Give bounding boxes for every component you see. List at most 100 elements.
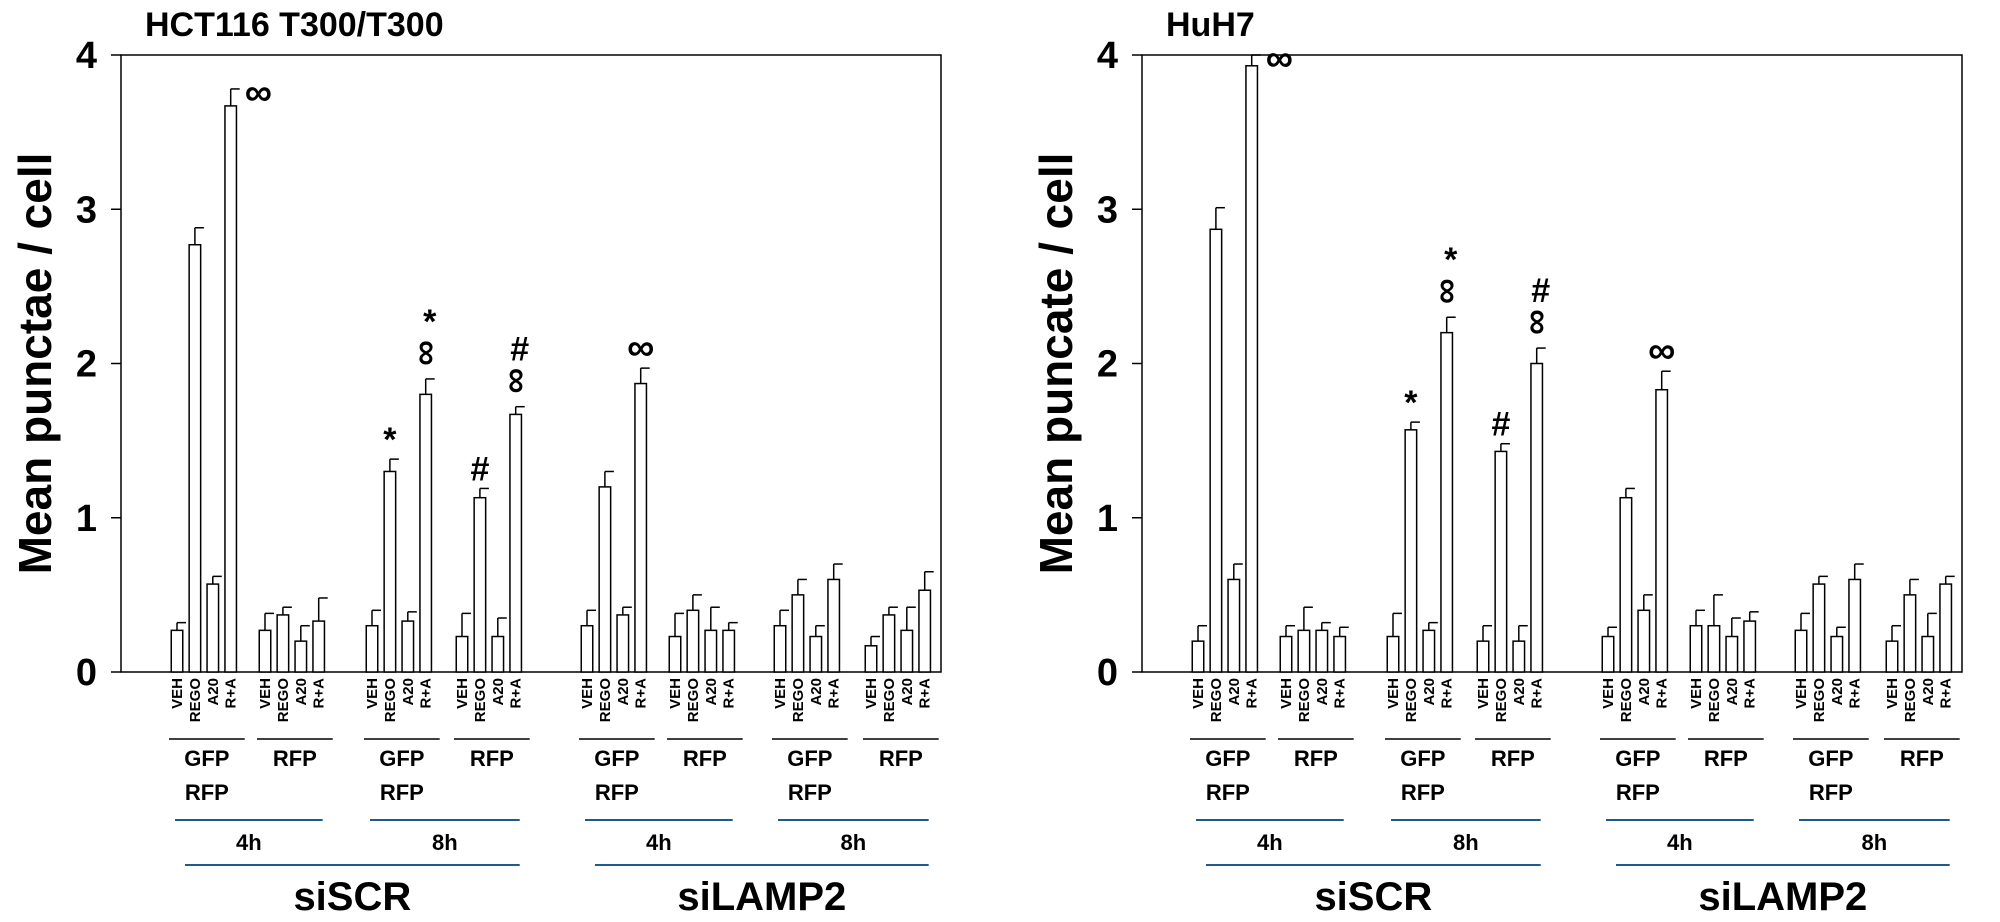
bar	[1655, 388, 1669, 673]
x-tick-label: R+A	[418, 678, 435, 709]
error-bar	[779, 609, 789, 626]
bar	[419, 393, 433, 673]
x-tick-label: A20	[615, 678, 632, 706]
x-tick-label: R+A	[1742, 678, 1759, 709]
x-tick-label: R+A	[826, 678, 843, 709]
x-tick-label: VEH	[1475, 678, 1492, 709]
x-tick-label: REGO	[472, 678, 489, 723]
bar	[616, 614, 630, 673]
treatment-label: GFP	[184, 746, 229, 771]
error-bar	[1197, 624, 1207, 642]
x-tick-label: REGO	[1403, 678, 1420, 723]
x-tick-label: VEH	[579, 678, 596, 709]
bar	[704, 629, 718, 673]
error-bar	[176, 621, 186, 631]
error-bar	[1818, 575, 1828, 585]
x-tick-label: REGO	[881, 678, 898, 723]
bar	[1830, 635, 1844, 673]
x-tick-label: R+A	[508, 678, 525, 709]
error-bar	[1392, 612, 1402, 637]
plot-frame	[120, 54, 942, 673]
treatment-label: GFP	[787, 746, 832, 771]
bar	[509, 413, 523, 673]
y-tick-label: 4	[1097, 35, 1118, 77]
error-bar	[815, 624, 825, 637]
error-bar	[674, 612, 684, 637]
treatment-label: RFP	[1616, 780, 1660, 805]
error-bar	[906, 606, 916, 631]
bar	[1209, 228, 1223, 673]
error-bar	[1500, 442, 1510, 452]
x-tick-label: R+A	[633, 678, 650, 709]
bar	[773, 624, 787, 673]
x-tick-label: A20	[400, 678, 417, 706]
bar	[1921, 635, 1935, 673]
condition-label: siSCR	[293, 875, 411, 919]
x-tick-label: REGO	[187, 678, 204, 723]
x-tick-label: R+A	[223, 678, 240, 709]
annotation: ∞	[408, 340, 449, 366]
bar	[294, 640, 308, 673]
treatment-label: RFP	[1401, 780, 1445, 805]
error-bar	[317, 597, 328, 622]
x-tick-label: REGO	[685, 678, 702, 723]
error-bar	[1445, 316, 1456, 333]
bar	[491, 635, 505, 673]
x-tick-label: A20	[808, 678, 825, 706]
x-tick-label: A20	[1724, 678, 1741, 706]
bar	[722, 629, 736, 673]
y-tick-label: 0	[76, 652, 97, 694]
bar	[1422, 629, 1436, 673]
chart-title: HuH7	[1166, 6, 1255, 44]
time-label: 4h	[646, 830, 672, 855]
treatment-label: RFP	[879, 746, 923, 771]
annotation: *	[423, 303, 437, 341]
error-bar	[1891, 624, 1901, 642]
y-axis-label: Mean puncate / cell	[1030, 153, 1082, 575]
error-bar	[1607, 626, 1617, 637]
x-tick-label: A20	[1920, 678, 1937, 706]
bar	[1637, 609, 1651, 673]
error-bar	[282, 606, 292, 615]
x-tick-label: VEH	[169, 678, 186, 709]
x-tick-label: A20	[1511, 678, 1528, 706]
x-tick-label: A20	[1829, 678, 1846, 706]
bar	[668, 635, 682, 673]
x-tick-label: VEH	[1278, 678, 1295, 709]
treatment-label: GFP	[1808, 746, 1853, 771]
bar	[1903, 594, 1917, 673]
x-tick-label: R+A	[917, 678, 934, 709]
error-bar	[1836, 626, 1846, 637]
x-tick-label: REGO	[597, 678, 614, 723]
error-bar	[479, 487, 489, 498]
bar	[1404, 429, 1418, 673]
treatment-label: RFP	[595, 780, 639, 805]
error-bar	[1482, 624, 1492, 642]
x-tick-label: REGO	[1296, 678, 1313, 723]
error-bar	[1233, 563, 1243, 580]
error-bar	[622, 606, 632, 615]
error-bar	[212, 575, 222, 585]
bar	[224, 105, 238, 673]
bar	[312, 620, 326, 673]
bar	[686, 609, 700, 673]
bar	[1689, 624, 1703, 673]
x-tick-label: A20	[205, 678, 222, 706]
error-bar	[514, 405, 525, 415]
treatment-label: RFP	[185, 780, 229, 805]
y-tick-label: 4	[76, 35, 97, 77]
x-tick-label: REGO	[382, 678, 399, 723]
bar	[1939, 583, 1953, 673]
annotation: #	[470, 450, 489, 488]
annotation: ∞	[1429, 278, 1470, 304]
y-tick-label: 3	[1097, 189, 1118, 231]
error-bar	[1428, 621, 1438, 631]
treatment-label: RFP	[1704, 746, 1748, 771]
bar	[170, 629, 184, 673]
x-tick-label: A20	[703, 678, 720, 706]
x-tick-label: A20	[1314, 678, 1331, 706]
bar	[1245, 65, 1259, 673]
x-tick-label: VEH	[1793, 678, 1810, 709]
bar	[206, 583, 220, 673]
error-bar	[1731, 617, 1741, 637]
